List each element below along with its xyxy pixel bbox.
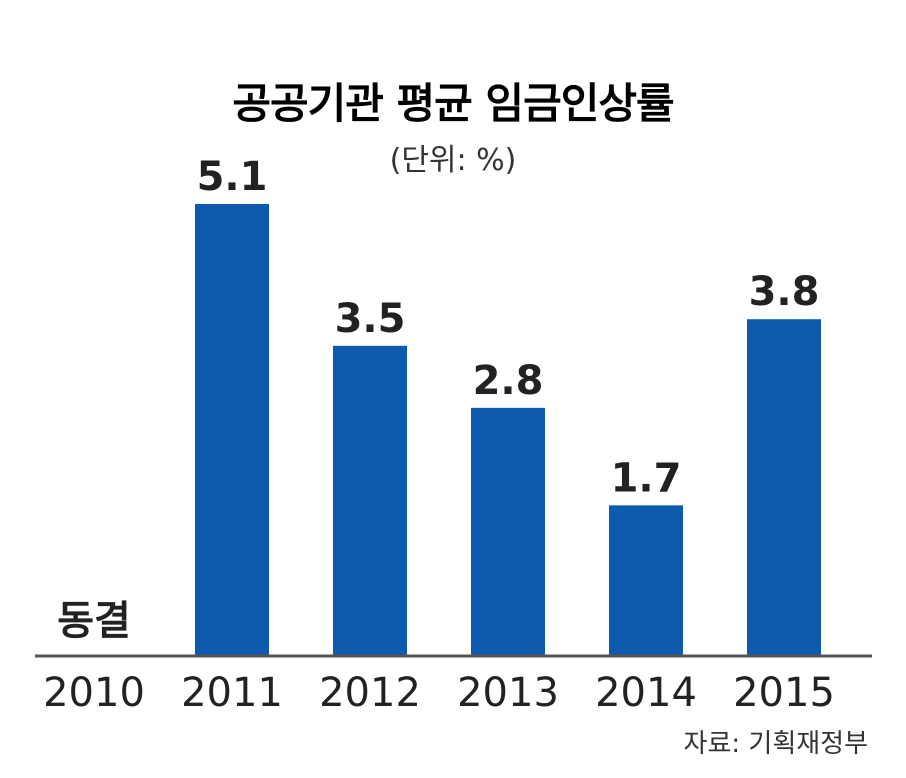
- bar-2011: [195, 204, 269, 656]
- value-label-2013: 2.8: [473, 358, 544, 404]
- x-tick-label-2012: 2012: [319, 670, 421, 716]
- chart-subtitle: (단위: %): [390, 143, 517, 178]
- value-label-2015: 3.8: [749, 269, 820, 315]
- value-label-2012: 3.5: [335, 296, 406, 342]
- value-label-2014: 1.7: [611, 455, 682, 501]
- x-tick-label-2014: 2014: [595, 670, 697, 716]
- value-label-2010: 동결: [57, 598, 131, 644]
- bars-layer: [195, 204, 821, 656]
- x-tick-labels: 2010 2011 2012 2013 2014 2015: [43, 670, 835, 716]
- value-labels-layer: 동결 5.1 3.5 2.8 1.7 3.8: [57, 154, 819, 644]
- bar-2013: [471, 407, 545, 656]
- x-tick-label-2011: 2011: [181, 670, 283, 716]
- x-tick-label-2013: 2013: [457, 670, 559, 716]
- chart-title: 공공기관 평균 임금인상률: [232, 79, 674, 128]
- x-tick-label-2015: 2015: [733, 670, 835, 716]
- bar-2012: [333, 345, 407, 656]
- bar-2015: [747, 319, 821, 656]
- source-note: 자료: 기획재정부: [684, 729, 868, 759]
- x-tick-label-2010: 2010: [43, 670, 145, 716]
- value-label-2011: 5.1: [197, 154, 268, 200]
- bar-2014: [609, 505, 683, 656]
